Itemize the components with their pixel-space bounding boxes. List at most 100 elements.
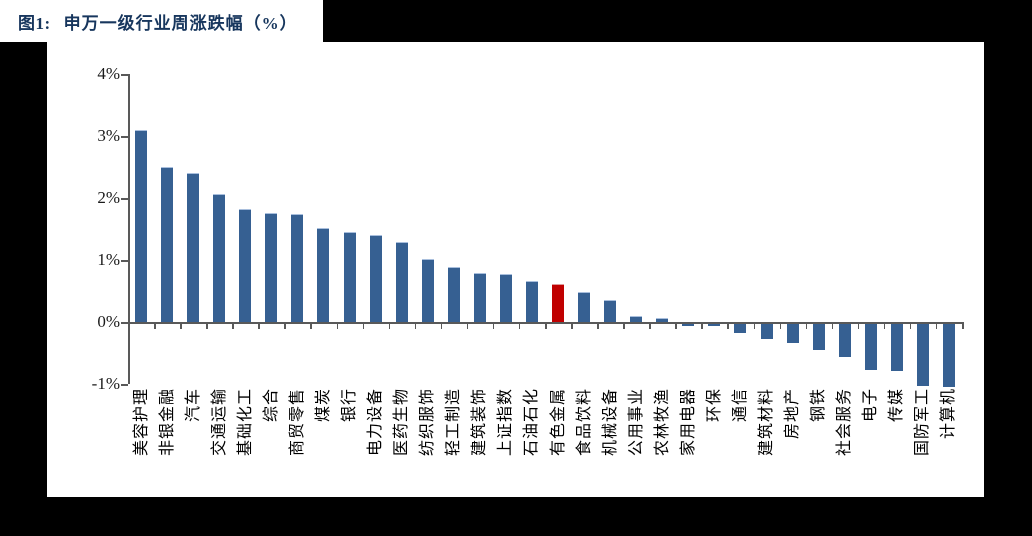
bar: [265, 212, 278, 323]
figure-number-label: 图1:: [18, 13, 51, 33]
bar: [864, 322, 877, 370]
y-axis-tick-label: -1%: [91, 374, 120, 393]
y-axis-tick-label: 4%: [97, 64, 120, 83]
bar: [239, 208, 252, 323]
x-axis-category-label-text: 银行: [341, 388, 359, 423]
bar: [317, 228, 330, 323]
x-axis-tick: [623, 322, 625, 329]
x-axis-category-label-text: 传媒: [888, 388, 906, 423]
y-axis-tick-label: 2%: [97, 188, 120, 207]
x-axis-tick: [128, 322, 130, 329]
bar: [369, 234, 382, 323]
bar: [447, 266, 460, 323]
x-axis-category-label-text: 交通运输: [210, 388, 228, 457]
bar: [838, 322, 851, 358]
bar: [942, 322, 955, 388]
x-axis-category-label-text: 建筑装饰: [471, 388, 489, 457]
y-axis-tick: [121, 198, 128, 200]
bar: [916, 322, 929, 387]
bar: [786, 322, 799, 343]
x-axis-tick: [779, 322, 782, 329]
x-axis-category-label-text: 石油石化: [523, 388, 541, 457]
bar: [890, 322, 903, 371]
x-axis-tick: [492, 322, 495, 329]
x-axis-category-label-text: 医药生物: [393, 388, 411, 457]
x-axis-tick: [466, 322, 469, 329]
x-axis-category-label-text: 综合: [262, 388, 280, 423]
x-axis-category-label-text: 煤炭: [314, 388, 332, 423]
y-axis-tick: [121, 74, 128, 76]
x-axis-tick: [805, 322, 808, 329]
bar: [213, 193, 226, 323]
x-axis-category-label-text: 社会服务: [836, 388, 854, 457]
x-axis-tick: [180, 322, 182, 329]
x-axis-tick: [675, 322, 677, 329]
x-axis-tick: [753, 322, 755, 329]
y-axis-tick: [121, 322, 128, 324]
bar: [343, 232, 356, 323]
x-axis-category-label-text: 环保: [705, 388, 723, 423]
bar: [525, 281, 538, 323]
figure-title-band: 图1: 申万一级行业周涨跌幅（%）: [0, 0, 323, 42]
x-axis-tick: [597, 322, 599, 329]
x-axis-category-label-text: 非银金融: [158, 388, 176, 457]
bar-highlighted: [552, 283, 565, 323]
bar: [187, 172, 200, 323]
x-axis-category-label-text: 建筑材料: [758, 388, 776, 457]
bar: [760, 322, 773, 339]
x-axis-tick: [831, 322, 834, 329]
x-axis-category-label-text: 商贸零售: [288, 388, 306, 457]
x-axis-tick: [883, 322, 886, 329]
x-axis-tick: [362, 322, 365, 329]
x-axis-category-label-text: 轻工制造: [445, 388, 463, 457]
bar: [578, 292, 591, 323]
bar: [812, 322, 825, 351]
y-axis-tick: [121, 260, 128, 262]
x-axis-tick: [935, 322, 938, 329]
x-axis-tick: [440, 322, 443, 329]
x-axis-tick: [414, 322, 417, 329]
x-axis-category-label-text: 基础化工: [236, 388, 254, 457]
x-axis-tick: [857, 322, 860, 329]
x-axis-category-label-text: 农林牧渔: [653, 388, 671, 457]
x-axis-tick: [206, 322, 208, 329]
x-axis-category-label-text: 通信: [731, 388, 749, 423]
x-axis-category-label-text: 电子: [862, 388, 880, 423]
x-axis-tick: [962, 322, 964, 329]
x-axis-tick: [701, 322, 703, 329]
y-axis-line: [128, 74, 130, 384]
bar: [604, 299, 617, 323]
bar: [421, 258, 434, 323]
x-axis-tick: [336, 322, 338, 329]
x-axis-tick: [545, 322, 547, 329]
x-axis-category-label-text: 纺织服饰: [419, 388, 437, 457]
bar: [656, 318, 669, 323]
x-axis-tick: [388, 322, 391, 329]
x-axis-tick: [284, 322, 286, 329]
y-axis-tick-label: 1%: [97, 250, 120, 269]
x-axis-tick: [571, 322, 573, 329]
x-axis-category-label-text: 美容护理: [132, 388, 150, 457]
x-axis-category-label-text: 上证指数: [497, 388, 515, 457]
x-axis-tick: [310, 322, 312, 329]
x-axis-tick: [232, 322, 234, 329]
x-axis-category-label-text: 钢铁: [810, 388, 828, 423]
x-axis-category-label-text: 房地产: [784, 388, 802, 440]
x-axis-category-label-text: 家用电器: [679, 388, 697, 457]
x-axis-category-label-text: 电力设备: [367, 388, 385, 457]
x-axis-category-label-text: 国防军工: [914, 388, 932, 457]
y-axis-tick: [121, 136, 128, 138]
y-axis-tick-label: 3%: [97, 126, 120, 145]
bar: [630, 316, 643, 323]
x-axis-category-label-text: 公用事业: [627, 388, 645, 457]
x-axis-category-label-text: 食品饮料: [575, 388, 593, 457]
bar: [135, 129, 148, 323]
bar: [473, 273, 486, 323]
chart-canvas: 4% 3% 2% 1% 0% -1% 美容护理 非银金融 汽车 交通运输 基础化工 综合 商贸零售 煤炭银…: [47, 42, 984, 497]
bar: [395, 242, 408, 323]
x-axis-tick: [518, 322, 521, 329]
bar: [161, 167, 174, 323]
x-axis-tick: [154, 322, 156, 329]
x-axis-tick: [258, 322, 260, 329]
x-axis-category-label-text: 有色金属: [549, 388, 567, 457]
